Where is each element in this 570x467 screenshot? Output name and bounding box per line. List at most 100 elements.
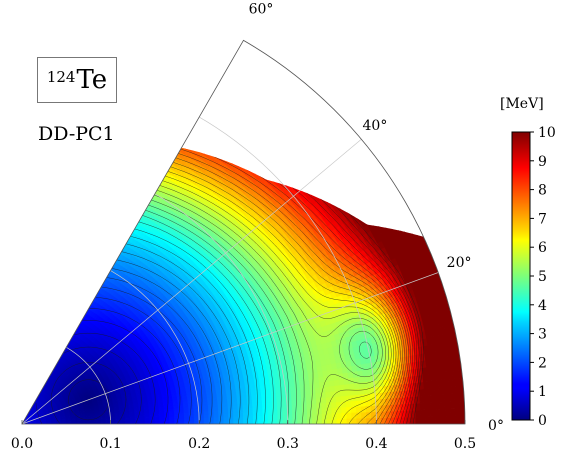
heat-cell	[336, 412, 343, 419]
heat-cell	[233, 416, 239, 421]
heat-cell	[189, 420, 195, 424]
heat-cell	[387, 218, 397, 228]
heat-cell	[264, 168, 274, 178]
colorbar-tick-label: 9	[538, 154, 547, 170]
heat-cell	[343, 203, 353, 213]
heat-cell	[340, 395, 347, 403]
heat-cell	[334, 390, 342, 397]
heat-cell	[282, 414, 289, 420]
heat-cell	[339, 389, 346, 397]
heat-cell	[193, 147, 203, 152]
heat-cell	[325, 396, 332, 404]
heat-cell	[346, 406, 352, 413]
heat-cell	[310, 392, 317, 400]
gamma-tick-label: 40°	[363, 118, 388, 134]
heat-cell	[399, 396, 406, 405]
heat-cell	[280, 170, 289, 180]
heat-cell	[330, 396, 337, 403]
heat-cell	[287, 418, 294, 424]
heat-cell	[252, 415, 259, 421]
heat-cell	[179, 420, 185, 424]
heat-cell	[292, 409, 298, 415]
heat-cell	[311, 403, 318, 410]
heat-cell	[341, 418, 348, 424]
heat-cell	[415, 416, 422, 424]
colorbar-tick-label: 4	[538, 298, 547, 314]
heat-cell	[233, 412, 239, 417]
heat-cell	[443, 386, 450, 395]
heat-cell	[208, 416, 215, 422]
heat-cell	[252, 163, 261, 173]
heat-cell	[252, 403, 259, 409]
heat-cell	[448, 393, 455, 402]
heat-cell	[201, 147, 210, 152]
heat-cell	[454, 416, 461, 424]
heat-cell	[444, 401, 451, 410]
heat-cell	[208, 147, 218, 151]
heat-cell	[290, 394, 297, 401]
heat-cell	[435, 416, 441, 424]
heat-cell	[379, 391, 386, 400]
heat-cell	[328, 189, 338, 199]
heat-cell	[449, 416, 456, 424]
heat-cell	[301, 403, 308, 410]
heat-cell	[272, 419, 279, 424]
heat-cell	[425, 409, 431, 418]
heat-cell	[428, 387, 435, 396]
heat-cell	[420, 416, 426, 424]
heat-cell	[213, 420, 220, 424]
heat-cell	[242, 407, 249, 413]
heat-cell	[449, 401, 456, 410]
heat-cell	[262, 415, 269, 421]
heat-cell	[218, 416, 225, 421]
beta-tick-label: 0.1	[99, 436, 121, 452]
beta-tick-label: 0.3	[277, 436, 299, 452]
heat-cell	[210, 149, 220, 158]
heat-cell	[346, 412, 353, 419]
heat-cell	[341, 406, 347, 414]
colorbar-tick-label: 10	[538, 125, 556, 141]
heat-cell	[277, 419, 284, 424]
heat-cell	[361, 417, 367, 424]
heat-cell	[281, 400, 288, 407]
heat-cell	[247, 415, 254, 421]
heat-cell	[257, 411, 264, 417]
heat-cell	[324, 192, 334, 202]
colorbar-tick-label: 8	[538, 183, 547, 199]
heat-cell	[277, 405, 283, 411]
heat-cell	[420, 409, 426, 418]
heat-cell	[439, 394, 446, 403]
beta-axis: 0.0 0.1 0.2 0.3 0.4 0.5	[11, 420, 476, 452]
colorbar-tick-label: 6	[538, 240, 547, 256]
heat-cell	[292, 176, 302, 186]
heat-cell	[188, 417, 195, 422]
heat-cell	[276, 400, 283, 407]
heat-cell	[225, 148, 235, 157]
heat-cell	[449, 408, 456, 417]
heat-cell	[367, 213, 377, 223]
heat-cell	[459, 408, 465, 417]
gamma-tick-label: 60°	[249, 1, 274, 17]
heat-cell	[344, 389, 351, 397]
heat-cell	[252, 411, 259, 417]
heat-cell	[232, 408, 239, 414]
heat-cell	[335, 395, 342, 403]
heat-cell	[407, 224, 417, 235]
heat-cell	[324, 385, 331, 393]
heat-cell	[247, 411, 254, 417]
heat-cell	[237, 412, 244, 417]
heat-cell	[297, 413, 303, 420]
heat-cell	[438, 386, 445, 396]
heat-cell	[429, 402, 436, 411]
heat-cell	[218, 148, 227, 158]
heat-cell	[415, 409, 421, 418]
beta-tick-label: 0.4	[365, 436, 387, 452]
heat-cell	[419, 395, 426, 404]
heat-cell	[282, 409, 288, 416]
colorbar-tick-label: 7	[538, 211, 547, 227]
heat-cell	[305, 393, 312, 400]
heat-cell	[309, 387, 317, 394]
heat-cell	[267, 406, 274, 412]
